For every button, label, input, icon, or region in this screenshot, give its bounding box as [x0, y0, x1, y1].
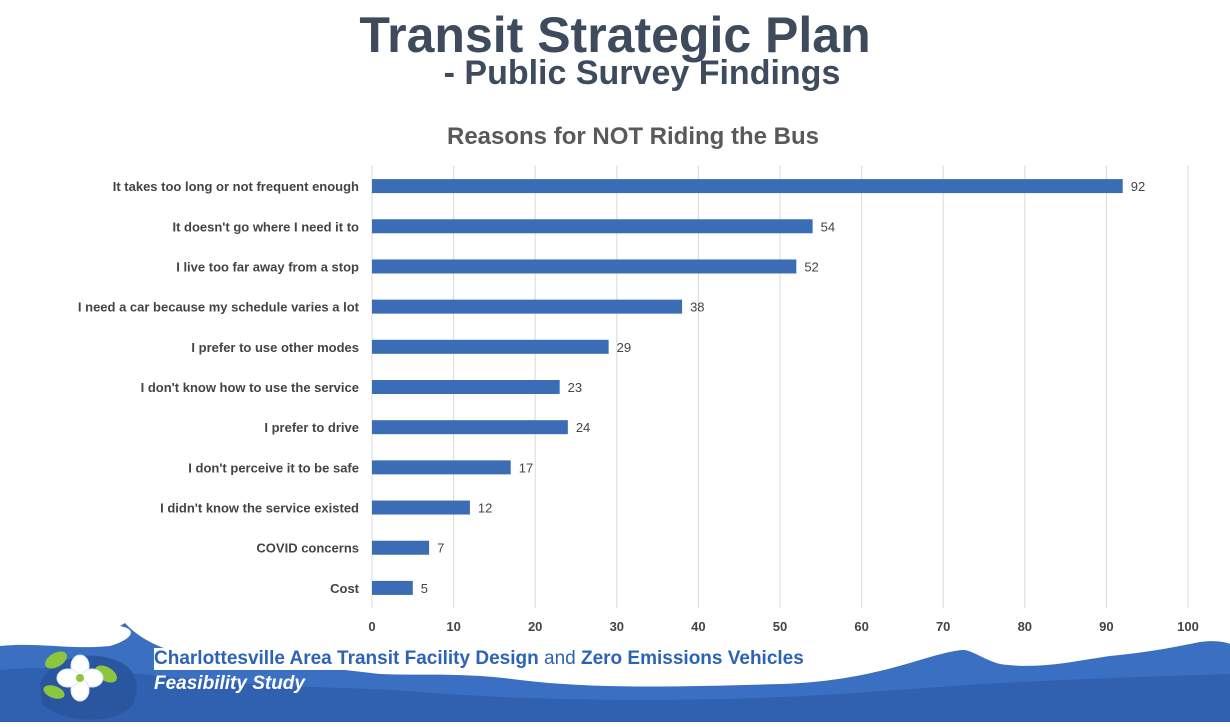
- data-label: 29: [617, 340, 631, 355]
- x-tick-label: 40: [691, 619, 705, 634]
- category-label: It takes too long or not frequent enough: [113, 179, 359, 194]
- data-label: 17: [519, 460, 533, 475]
- category-label: I don't know how to use the service: [141, 380, 359, 395]
- x-tick-label: 70: [936, 619, 950, 634]
- category-label: COVID concerns: [256, 541, 359, 556]
- slide-subtitle: - Public Survey Findings: [443, 54, 841, 92]
- category-label: I prefer to use other modes: [191, 340, 359, 355]
- data-label: 12: [478, 501, 492, 516]
- category-label: I need a car because my schedule varies …: [78, 300, 360, 315]
- data-label: 5: [421, 581, 428, 596]
- data-label: 52: [804, 259, 818, 274]
- category-label: I live too far away from a stop: [176, 259, 359, 274]
- bar: [372, 219, 813, 234]
- x-tick-label: 0: [368, 619, 375, 634]
- x-tick-label: 100: [1177, 619, 1199, 634]
- bar: [372, 500, 470, 515]
- category-label: I prefer to drive: [264, 420, 359, 435]
- x-tick-label: 10: [446, 619, 460, 634]
- bar: [372, 179, 1123, 194]
- footer-project-name: Charlottesville Area Transit Facility De…: [154, 648, 807, 670]
- slide-title: Transit Strategic Plan: [359, 7, 871, 63]
- bar: [372, 460, 511, 475]
- bar: [372, 299, 683, 314]
- bar-chart: Reasons for NOT Riding the Bus It takes …: [78, 123, 1199, 634]
- bar: [372, 580, 413, 595]
- data-label: 7: [437, 541, 444, 556]
- x-tick-label: 30: [610, 619, 624, 634]
- dogwood-logo-icon: [40, 651, 137, 720]
- data-label: 92: [1131, 179, 1145, 194]
- x-tick-label: 20: [528, 619, 542, 634]
- x-tick-label: 80: [1018, 619, 1032, 634]
- bar: [372, 540, 430, 555]
- bar: [372, 380, 560, 394]
- category-label: It doesn't go where I need it to: [172, 219, 359, 234]
- footer-study-name: Feasibility Study: [154, 673, 305, 694]
- data-label: 23: [568, 380, 582, 395]
- x-tick-label: 90: [1099, 619, 1113, 634]
- footer-banner: [0, 620, 1230, 722]
- x-tick-label: 60: [854, 619, 868, 634]
- bar: [372, 259, 797, 274]
- data-label: 24: [576, 420, 590, 435]
- category-label: Cost: [330, 581, 360, 596]
- chart-title: Reasons for NOT Riding the Bus: [447, 123, 819, 150]
- data-label: 38: [690, 300, 704, 315]
- category-label: I don't perceive it to be safe: [188, 460, 359, 475]
- data-label: 54: [821, 219, 835, 234]
- x-tick-label: 50: [773, 619, 787, 634]
- footer-wave: [0, 623, 1230, 722]
- category-label: I didn't know the service existed: [160, 501, 359, 516]
- bar: [372, 339, 609, 354]
- bar: [372, 420, 568, 435]
